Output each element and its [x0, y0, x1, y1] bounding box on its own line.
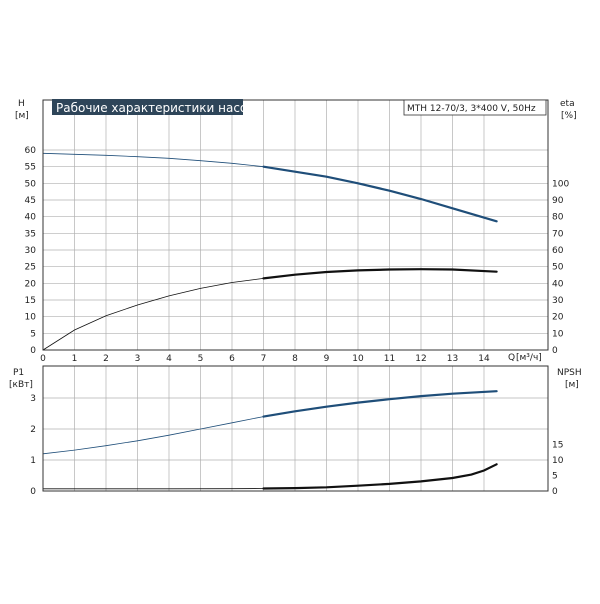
npsh-curve: [264, 464, 497, 488]
y-right-tick-label-top: 80: [552, 213, 564, 223]
y-right-tick-label-top: 30: [552, 296, 564, 306]
bottom-panel-frame: [43, 366, 548, 491]
y-right-unit-top: [%]: [561, 111, 577, 121]
x-tick-label: 4: [166, 354, 172, 364]
x-tick-label: 14: [478, 354, 490, 364]
x-tick-label: 6: [229, 354, 235, 364]
x-tick-label: 10: [352, 354, 364, 364]
x-tick-label: 5: [198, 354, 204, 364]
y-left-tick-label-top: 30: [25, 246, 37, 256]
x-tick-label: 2: [103, 354, 109, 364]
y-right-label-top: eta: [560, 99, 575, 109]
y-left-tick-label-top: 15: [25, 296, 36, 306]
y-left-tick-label-top: 20: [25, 279, 37, 289]
x-tick-label: 11: [384, 354, 395, 364]
y-left-tick-label-top: 10: [25, 313, 37, 323]
y-right-tick-label-top: 0: [552, 346, 558, 356]
y-right-tick-label-top: 50: [552, 263, 564, 273]
y-right-tick-label-bottom: 10: [552, 456, 564, 466]
y-left-tick-label-top: 5: [30, 329, 36, 339]
x-tick-label: 8: [292, 354, 298, 364]
x-tick-label: 13: [447, 354, 458, 364]
x-tick-label: 9: [324, 354, 330, 364]
y-right-tick-label-bottom: 0: [552, 487, 558, 497]
y-left-tick-label-top: 0: [30, 346, 36, 356]
y-right-tick-label-top: 60: [552, 246, 564, 256]
x-tick-label: 3: [135, 354, 141, 364]
y-left-tick-label-top: 60: [25, 146, 37, 156]
x-tick-label: 0: [40, 354, 46, 364]
x-tick-label: 1: [72, 354, 78, 364]
head-curve-thin: [43, 153, 264, 166]
power-curve-thin: [43, 417, 264, 454]
y-left-label-top: H: [18, 99, 25, 109]
efficiency-curve: [264, 269, 497, 278]
y-left-tick-label-top: 40: [25, 213, 37, 223]
y-left-tick-label-top: 55: [25, 163, 36, 173]
y-right-tick-label-top: 70: [552, 229, 564, 239]
y-left-unit-bottom: [кВт]: [9, 380, 33, 390]
y-left-unit-top: [м]: [15, 111, 29, 121]
top-panel-grid: [43, 100, 548, 350]
y-left-tick-label-bottom: 1: [30, 456, 36, 466]
y-right-tick-label-top: 10: [552, 329, 564, 339]
y-right-tick-label-bottom: 5: [552, 472, 558, 482]
top-panel-frame: [43, 100, 548, 350]
y-right-tick-label-top: 40: [552, 279, 564, 289]
y-right-unit-bottom: [м]: [565, 380, 579, 390]
y-right-tick-label-bottom: 15: [552, 441, 563, 451]
y-left-tick-label-top: 25: [25, 263, 36, 273]
y-right-tick-label-top: 100: [552, 179, 569, 189]
y-left-label-bottom: P1: [13, 368, 24, 378]
pump-model-label: MTH 12-70/3, 3*400 V, 50Hz: [407, 104, 536, 114]
y-left-tick-label-top: 50: [25, 179, 37, 189]
y-right-label-bottom: NPSH: [557, 368, 582, 378]
x-axis-unit: [м³/ч]: [516, 353, 542, 363]
top-panel-curves: [43, 153, 497, 350]
x-tick-label: 12: [415, 354, 426, 364]
power-curve: [264, 391, 497, 416]
y-right-tick-label-top: 90: [552, 196, 564, 206]
bottom-panel-grid: [43, 366, 548, 491]
efficiency-curve-thin: [43, 278, 264, 350]
y-right-tick-label-top: 20: [552, 313, 564, 323]
head-curve: [264, 167, 497, 222]
y-left-tick-label-top: 35: [25, 229, 36, 239]
y-left-tick-label-top: 45: [25, 196, 36, 206]
x-tick-label: 7: [261, 354, 267, 364]
x-axis-label: Q: [508, 353, 515, 363]
chart-title: Рабочие характеристики насоса: [56, 101, 261, 115]
y-left-tick-label-bottom: 2: [30, 425, 36, 435]
bottom-panel-curves: [43, 391, 497, 489]
y-left-tick-label-bottom: 0: [30, 487, 36, 497]
y-left-tick-label-bottom: 3: [30, 394, 36, 404]
